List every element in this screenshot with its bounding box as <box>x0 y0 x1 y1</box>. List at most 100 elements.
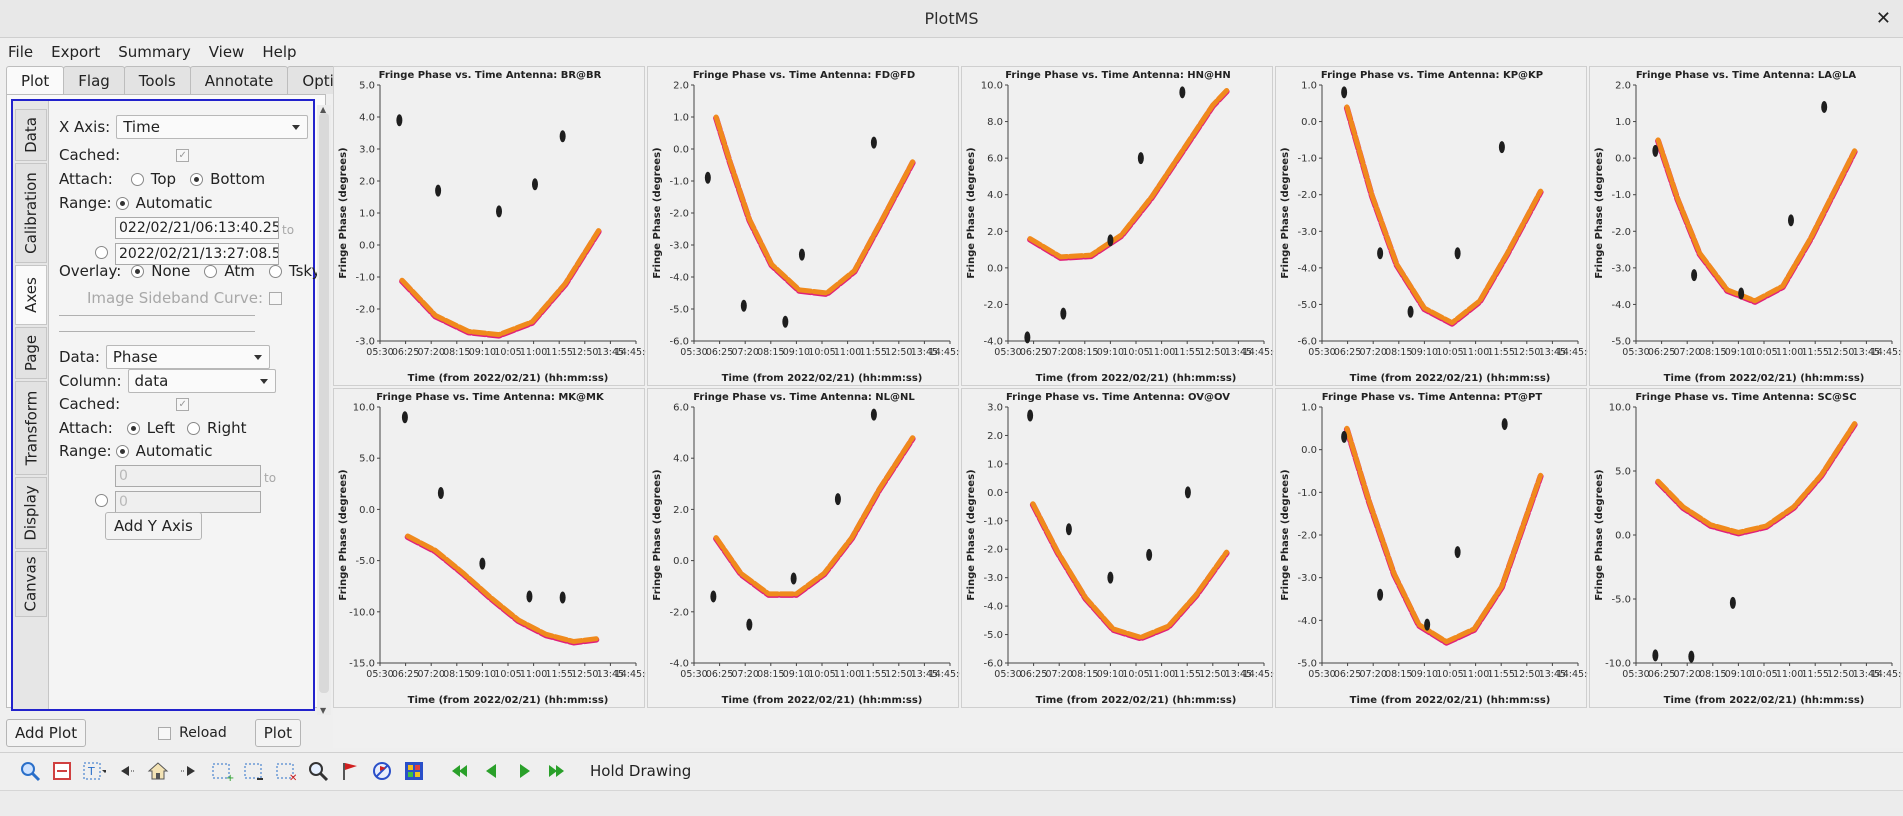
x-tick-label: 08:15 <box>757 669 784 680</box>
x-range-manual-radio[interactable] <box>95 245 108 259</box>
attach-top-radio[interactable] <box>130 172 144 186</box>
menu-help[interactable]: Help <box>262 43 297 61</box>
x-tick-label: 08:15 <box>443 347 470 358</box>
x-range-to-value: 2022/02/21/13:27:08.561 <box>119 246 278 262</box>
attach-right-radio[interactable] <box>187 421 200 435</box>
x-range-to-field[interactable]: 2022/02/21/13:27:08.561 <box>115 243 279 265</box>
menu-file[interactable]: File <box>8 43 34 61</box>
fringe-plot[interactable]: Fringe Phase vs. Time Antenna: PT@PT 1.0 0… <box>1275 388 1588 708</box>
y-tick-label: -2.0 <box>983 300 1003 311</box>
flagged-point <box>435 184 442 197</box>
overlay-tsky-radio[interactable] <box>268 264 282 278</box>
select-region-icon[interactable]: + <box>210 759 234 783</box>
y-range-automatic-radio[interactable] <box>115 444 129 458</box>
scroll-thumb[interactable] <box>319 113 329 693</box>
y-range-automatic-label: Automatic <box>135 442 213 460</box>
overlay-label: Overlay: <box>59 262 122 280</box>
prev-iteration-icon[interactable] <box>480 759 504 783</box>
step-forward-icon[interactable] <box>178 759 202 783</box>
series-orange <box>1030 501 1230 640</box>
close-icon[interactable]: ✕ <box>1875 8 1891 29</box>
first-iteration-icon[interactable] <box>448 759 472 783</box>
attach-left-radio[interactable] <box>126 421 140 435</box>
menu-export[interactable]: Export <box>51 43 101 61</box>
subtract-region-icon[interactable] <box>242 759 266 783</box>
fit-icon[interactable] <box>50 759 74 783</box>
hold-drawing-label[interactable]: Hold Drawing <box>590 761 692 780</box>
fringe-plot[interactable]: Fringe Phase vs. Time Antenna: OV@OV 3.0 2… <box>961 388 1274 708</box>
vtab-canvas[interactable]: Canvas <box>15 551 47 617</box>
y-tick-label: 1.0 <box>1615 117 1631 128</box>
plot-button[interactable]: Plot <box>254 719 302 747</box>
zoom-icon[interactable] <box>18 759 42 783</box>
menu-view[interactable]: View <box>208 43 245 61</box>
scroll-up-icon[interactable]: ▲ <box>320 105 327 114</box>
y-tick-label: 5.0 <box>1615 467 1631 478</box>
tab-tools[interactable]: Tools <box>123 66 191 94</box>
fringe-plot[interactable]: Fringe Phase vs. Time Antenna: KP@KP 1.0 0… <box>1275 66 1588 386</box>
overlay-none-radio[interactable] <box>131 264 145 278</box>
annotate-text-icon[interactable]: T <box>82 759 106 783</box>
y-range-to-field[interactable]: 0 <box>115 491 261 513</box>
fringe-plot[interactable]: Fringe Phase vs. Time Antenna: FD@FD 2.0 1… <box>647 66 960 386</box>
y-tick-label: -4.0 <box>1611 300 1631 311</box>
scroll-down-icon[interactable]: ▼ <box>320 706 327 715</box>
x-tick-label: 13:45 <box>1853 347 1880 358</box>
fringe-plot[interactable]: Fringe Phase vs. Time Antenna: LA@LA 2.0 1… <box>1589 66 1902 386</box>
x-range-automatic-radio[interactable] <box>115 196 129 210</box>
y-tick-label: -3.0 <box>983 573 1003 584</box>
clear-regions-icon[interactable]: ✕ <box>274 759 298 783</box>
locate-icon[interactable] <box>306 759 330 783</box>
y-tick-label: -6.0 <box>1297 337 1317 348</box>
tab-flag[interactable]: Flag <box>63 66 125 94</box>
vtab-display[interactable]: Display <box>15 477 47 549</box>
add-y-axis-button[interactable]: Add Y Axis <box>105 512 202 540</box>
flag-all-icon[interactable] <box>402 759 426 783</box>
fringe-plot[interactable]: Fringe Phase vs. Time Antenna: SC@SC 10.0… <box>1589 388 1902 708</box>
y-tick-label: -3.0 <box>1297 227 1317 238</box>
panel-scrollbar[interactable]: ▲ ▼ <box>317 105 331 715</box>
x-cached-checkbox[interactable]: ✓ <box>176 148 190 162</box>
tab-annotate[interactable]: Annotate <box>189 66 289 94</box>
image-sideband-checkbox[interactable] <box>269 291 283 305</box>
vtab-calibration[interactable]: Calibration <box>15 163 47 263</box>
x-axis-select[interactable]: Time <box>116 115 309 139</box>
y-tick-label: 2.0 <box>673 81 689 92</box>
y-range-manual-radio[interactable] <box>95 493 108 507</box>
next-iteration-icon[interactable] <box>512 759 536 783</box>
fringe-plot[interactable]: Fringe Phase vs. Time Antenna: HN@HN 10.0… <box>961 66 1274 386</box>
x-tick-label: 05:30 <box>1622 669 1649 680</box>
y-data-label: Data: <box>59 348 100 366</box>
fringe-plot[interactable]: Fringe Phase vs. Time Antenna: NL@NL 6.0 4… <box>647 388 960 708</box>
unflag-icon[interactable] <box>370 759 394 783</box>
vtab-page[interactable]: Page <box>15 327 47 379</box>
menu-summary[interactable]: Summary <box>118 43 191 61</box>
add-plot-button[interactable]: Add Plot <box>6 719 87 747</box>
overlay-atm-radio[interactable] <box>204 264 218 278</box>
vtab-axes[interactable]: Axes <box>15 265 47 325</box>
vtab-transform[interactable]: Transform <box>15 381 47 475</box>
left-panel: Plot Flag Tools Annotate Options Data Ca… <box>6 66 376 748</box>
flagged-point <box>437 487 444 500</box>
y-column-value: data <box>134 372 169 390</box>
plot-title: Fringe Phase vs. Time Antenna: MK@MK <box>376 392 605 403</box>
home-icon[interactable] <box>146 759 170 783</box>
tab-plot[interactable]: Plot <box>6 66 65 94</box>
y-cached-checkbox[interactable]: ✓ <box>176 397 190 411</box>
step-back-icon[interactable] <box>114 759 138 783</box>
fringe-plot[interactable]: Fringe Phase vs. Time Antenna: MK@MK 10.0… <box>333 388 646 708</box>
flag-icon[interactable] <box>338 759 362 783</box>
y-tick-label: 6.0 <box>987 154 1003 165</box>
reload-checkbox[interactable] <box>158 726 172 740</box>
y-column-select[interactable]: data <box>127 369 276 393</box>
plot-tab-body: Data Calibration Axes Page Transform Dis… <box>6 94 331 715</box>
vtab-data[interactable]: Data <box>15 109 47 161</box>
x-range-from-field[interactable]: 022/02/21/06:13:40.259 <box>115 217 279 239</box>
last-iteration-icon[interactable] <box>544 759 568 783</box>
fringe-plot[interactable]: Fringe Phase vs. Time Antenna: BR@BR 5.0 4… <box>333 66 646 386</box>
y-data-select[interactable]: Phase <box>105 345 270 369</box>
attach-bottom-radio[interactable] <box>190 172 204 186</box>
y-range-from-field[interactable]: 0 <box>115 465 261 487</box>
flagged-point <box>870 136 877 149</box>
plot-grid: Fringe Phase vs. Time Antenna: BR@BR 5.0 4… <box>333 66 1903 748</box>
